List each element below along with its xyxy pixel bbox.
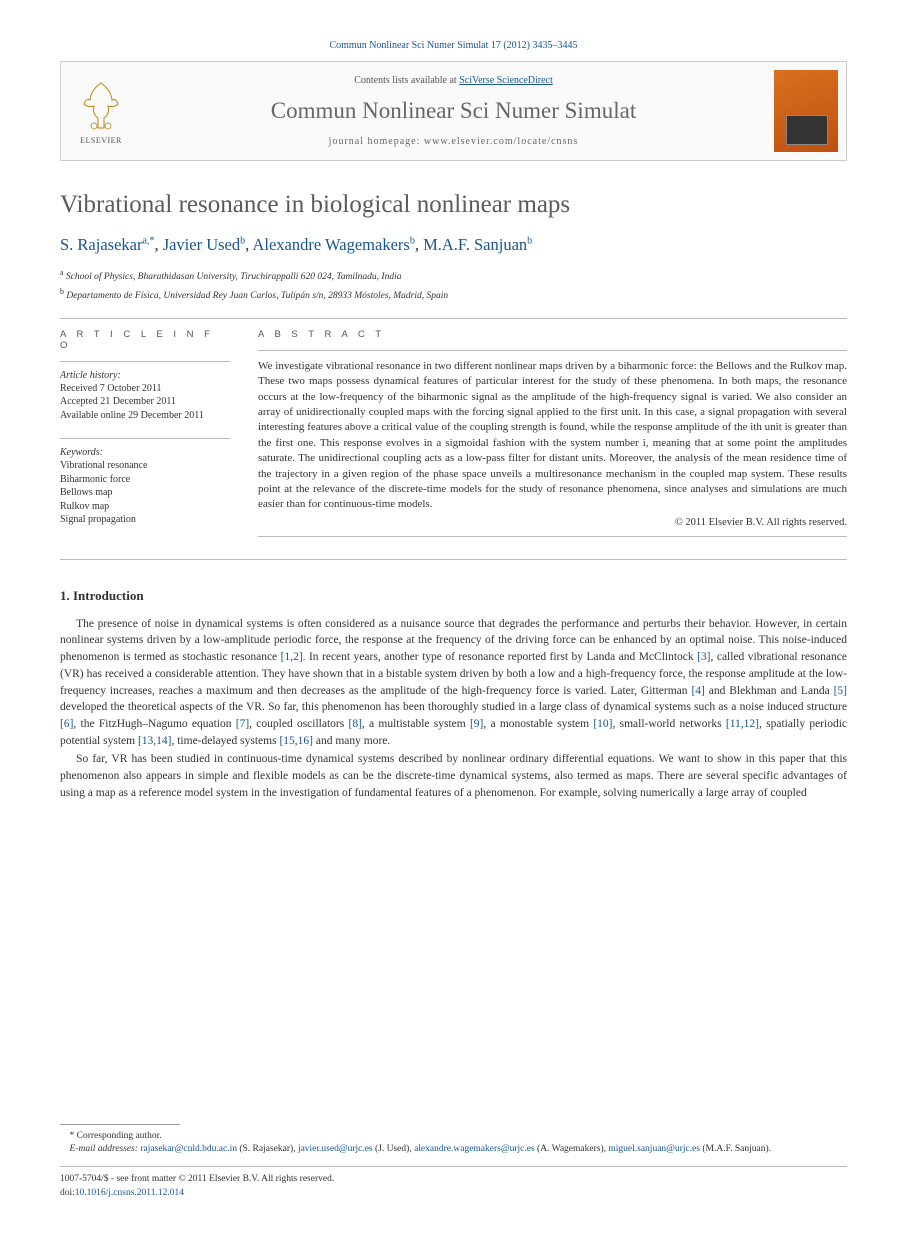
intro-paragraph-2: So far, VR has been studied in continuou…	[60, 751, 847, 801]
ref-link[interactable]: [4]	[691, 685, 704, 697]
footnote-divider	[60, 1124, 180, 1125]
abstract-divider	[258, 536, 847, 537]
author-link[interactable]: S. Rajasekar	[60, 235, 142, 254]
homepage-line: journal homepage: www.elsevier.com/locat…	[151, 136, 756, 147]
ref-link[interactable]: [10]	[593, 718, 612, 730]
abstract-text: We investigate vibrational resonance in …	[258, 359, 847, 513]
ref-link[interactable]: [6]	[60, 718, 73, 730]
elsevier-logo: ELSEVIER	[61, 62, 141, 160]
intro-paragraph-1: The presence of noise in dynamical syste…	[60, 616, 847, 749]
doi-link[interactable]: 10.1016/j.cnsns.2011.12.014	[75, 1188, 184, 1198]
email-link[interactable]: rajasekar@cnld.bdu.ac.in	[140, 1144, 237, 1154]
affiliation-text: Departamento de Física, Universidad Rey …	[66, 292, 448, 302]
ref-link[interactable]: [9]	[470, 718, 483, 730]
body-text: and many more.	[313, 735, 390, 747]
body-text: , a monostable system	[483, 718, 593, 730]
email-name: (S. Rajasekar),	[237, 1144, 298, 1154]
footer: * Corresponding author. E-mail addresses…	[60, 1124, 847, 1200]
ref-link[interactable]: [1,2]	[281, 651, 303, 663]
abstract-copyright: © 2011 Elsevier B.V. All rights reserved…	[258, 517, 847, 528]
body-text: and Blekhman and Landa	[705, 685, 834, 697]
contents-available: Contents lists available at SciVerse Sci…	[151, 75, 756, 86]
homepage-prefix: journal homepage:	[329, 136, 424, 147]
email-link[interactable]: javier.used@urjc.es	[298, 1144, 373, 1154]
elsevier-tree-icon	[76, 78, 126, 133]
emails-label: E-mail addresses:	[70, 1144, 141, 1154]
abstract-divider	[258, 350, 847, 351]
author-link[interactable]: Alexandre Wagemakers	[252, 235, 409, 254]
email-name: (A. Wagemakers),	[535, 1144, 609, 1154]
info-divider	[60, 438, 230, 439]
keywords-label: Keywords:	[60, 447, 230, 458]
header-center: Contents lists available at SciVerse Sci…	[141, 62, 766, 160]
affiliation-text: School of Physics, Bharathidasan Univers…	[66, 272, 402, 282]
received-line: Received 7 October 2011	[60, 382, 230, 396]
elsevier-label: ELSEVIER	[80, 136, 122, 145]
journal-cover	[766, 62, 846, 160]
email-name: (J. Used),	[373, 1144, 414, 1154]
journal-name: Commun Nonlinear Sci Numer Simulat	[151, 98, 756, 124]
body-text: . In recent years, another type of reson…	[303, 651, 697, 663]
body-text: , coupled oscillators	[249, 718, 348, 730]
email-addresses: E-mail addresses: rajasekar@cnld.bdu.ac.…	[60, 1143, 847, 1156]
corr-star[interactable]: *	[149, 236, 154, 247]
info-abstract-row: A R T I C L E I N F O Article history: R…	[60, 329, 847, 545]
history-block: Article history: Received 7 October 2011…	[60, 370, 230, 423]
abstract-heading: A B S T R A C T	[258, 329, 847, 340]
affiliation-a: a School of Physics, Bharathidasan Unive…	[60, 267, 847, 284]
homepage-url: www.elsevier.com/locate/cnsns	[424, 136, 578, 147]
online-line: Available online 29 December 2011	[60, 409, 230, 423]
doi-line: doi:10.1016/j.cnsns.2011.12.014	[60, 1187, 847, 1200]
ref-link[interactable]: [3]	[697, 651, 710, 663]
divider	[60, 318, 847, 319]
body-text: , a multistable system	[362, 718, 470, 730]
sciencedirect-link[interactable]: SciVerse ScienceDirect	[459, 75, 553, 86]
info-divider	[60, 361, 230, 362]
author-link[interactable]: Javier Used	[163, 235, 240, 254]
ref-link[interactable]: [5]	[834, 685, 847, 697]
bottom-divider	[60, 1166, 847, 1167]
affiliation-b: b Departamento de Física, Universidad Re…	[60, 286, 847, 303]
history-label: Article history:	[60, 370, 230, 381]
body-text: developed the theoretical aspects of the…	[60, 701, 847, 713]
ref-link[interactable]: [11,12]	[726, 718, 759, 730]
article-info: A R T I C L E I N F O Article history: R…	[60, 329, 230, 545]
issn-line: 1007-5704/$ - see front matter © 2011 El…	[60, 1173, 847, 1186]
cover-image	[774, 70, 838, 152]
keyword: Bellows map	[60, 486, 230, 500]
contents-prefix: Contents lists available at	[354, 75, 459, 86]
journal-header: ELSEVIER Contents lists available at Sci…	[60, 61, 847, 161]
ref-link[interactable]: [13,14]	[138, 735, 172, 747]
keyword: Rulkov map	[60, 500, 230, 514]
divider	[60, 559, 847, 560]
author-sup: b	[240, 236, 245, 247]
ref-link[interactable]: [7]	[236, 718, 249, 730]
author-sup: b	[410, 236, 415, 247]
email-link[interactable]: alexandre.wagemakers@urjc.es	[414, 1144, 535, 1154]
body-text: , time-delayed systems	[171, 735, 279, 747]
ref-link[interactable]: [8]	[348, 718, 361, 730]
info-heading: A R T I C L E I N F O	[60, 329, 230, 351]
keyword: Signal propagation	[60, 513, 230, 527]
section-heading-intro: 1. Introduction	[60, 588, 847, 604]
body-text: , the FitzHugh–Nagumo equation	[73, 718, 235, 730]
doi-prefix: doi:	[60, 1188, 75, 1198]
author-list: S. Rajasekara,*, Javier Usedb, Alexandre…	[60, 235, 847, 255]
author-link[interactable]: M.A.F. Sanjuan	[423, 235, 527, 254]
citation-line: Commun Nonlinear Sci Numer Simulat 17 (2…	[60, 40, 847, 51]
corresponding-author: * Corresponding author.	[60, 1131, 847, 1141]
article-title: Vibrational resonance in biological nonl…	[60, 191, 847, 219]
body-text: , small-world networks	[613, 718, 726, 730]
email-link[interactable]: miguel.sanjuan@urjc.es	[608, 1144, 700, 1154]
keywords-block: Keywords: Vibrational resonance Biharmon…	[60, 447, 230, 527]
author-sup: b	[527, 236, 532, 247]
keyword: Vibrational resonance	[60, 459, 230, 473]
keyword: Biharmonic force	[60, 473, 230, 487]
ref-link[interactable]: [15,16]	[279, 735, 313, 747]
accepted-line: Accepted 21 December 2011	[60, 395, 230, 409]
email-name: (M.A.F. Sanjuan).	[700, 1144, 771, 1154]
abstract: A B S T R A C T We investigate vibration…	[258, 329, 847, 545]
